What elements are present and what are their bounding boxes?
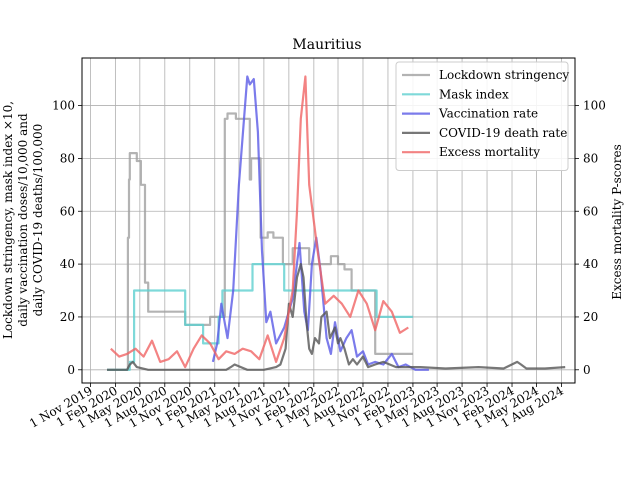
y-left-tick-label: 40 xyxy=(60,257,75,271)
plot-frame xyxy=(81,57,576,384)
y-left-tick-label: 20 xyxy=(60,310,75,324)
y-axis-left: 0 20 40 60 80 100 xyxy=(52,99,82,377)
legend-label-covid-19-death-rate: COVID-19 death rate xyxy=(439,126,567,140)
y-axis-left-title-line: daily vaccination doses/10,000 and xyxy=(16,113,30,327)
y-axis-right-title: Excess mortality P-scores xyxy=(610,144,624,299)
y-left-tick-label: 60 xyxy=(60,204,75,218)
legend-box xyxy=(395,61,569,171)
series-line-excess-mortality xyxy=(110,75,409,369)
y-right-tick-label: 60 xyxy=(583,204,598,218)
series-line-lockdown-stringency xyxy=(107,112,413,371)
legend-label-lockdown-stringency: Lockdown stringency xyxy=(439,68,569,82)
y-left-tick-label: 80 xyxy=(60,151,75,165)
y-right-tick-label: 20 xyxy=(583,310,598,324)
series-line-covid-19-death-rate xyxy=(107,263,566,371)
y-left-tick-label: 100 xyxy=(52,99,75,113)
legend-label-excess-mortality: Excess mortality xyxy=(439,145,540,159)
chart-title: Mauritius xyxy=(292,37,361,53)
y-right-tick-label: 80 xyxy=(583,151,598,165)
y-axis-right: 0 20 40 60 80 100 xyxy=(575,99,606,377)
y-axis-left-title-line: Lockdown stringency, mask index ×10, xyxy=(1,101,15,339)
y-right-tick-label: 100 xyxy=(583,99,606,113)
y-right-tick-label: 0 xyxy=(583,363,591,377)
y-right-tick-label: 40 xyxy=(583,257,598,271)
y-axis-left-title: Lockdown stringency, mask index ×10, dail… xyxy=(1,101,45,339)
y-left-tick-label: 0 xyxy=(67,363,75,377)
legend-label-mask-index: Mask index xyxy=(439,87,509,101)
y-axis-left-title-line: daily COVID-19 deaths/100,000 xyxy=(31,124,45,317)
series-line-vaccination-rate xyxy=(211,75,429,371)
legend-label-vaccination-rate: Vaccination rate xyxy=(438,107,538,121)
grid xyxy=(82,58,575,383)
legend: Lockdown stringency Mask index Vaccination… xyxy=(395,61,569,171)
series-layer xyxy=(107,75,566,371)
